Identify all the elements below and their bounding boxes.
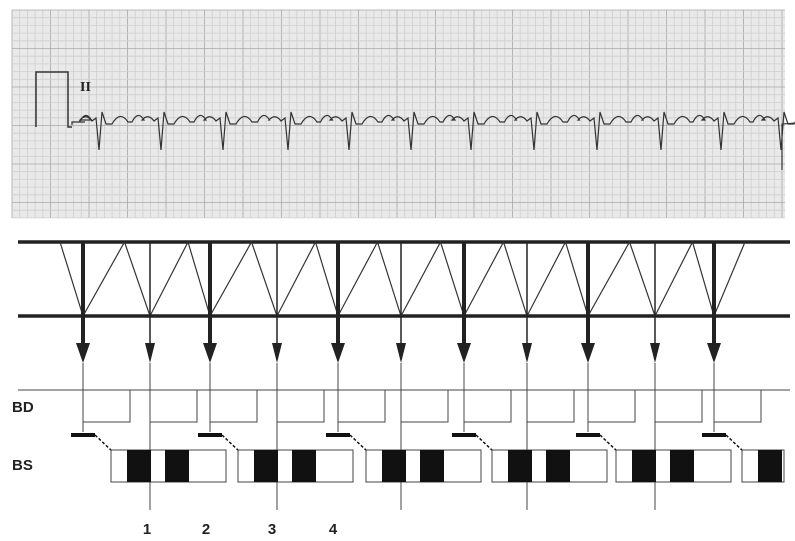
bs-block [382,450,406,482]
beat-label: 2 [202,521,210,538]
arrowhead [581,343,595,363]
bd-bracket [210,390,257,422]
bd-bracket [588,390,635,422]
dashed-link [95,435,113,452]
bd-bracket [714,390,761,422]
dashed-link [350,435,368,452]
ladder [60,242,784,510]
beat-label: 1 [143,521,151,538]
page: II BD BS 1 2 3 4 (() => { const data = J… [0,0,795,541]
bs-label: BS [12,457,33,474]
bs-block [292,450,316,482]
conduction-zigzag [60,242,745,316]
arrowhead [76,343,90,363]
bs-block [127,450,151,482]
bs-block [254,450,278,482]
dashed-link [222,435,240,452]
diagram: II BD BS 1 2 3 4 [0,0,795,541]
bs-block [546,450,570,482]
arrowhead [203,343,217,363]
arrowhead [272,343,282,363]
arrowhead [707,343,721,363]
arrowhead [145,343,155,363]
dashed-link [726,435,744,452]
bs-block [165,450,189,482]
bs-block [758,450,782,482]
arrowhead [457,343,471,363]
bs-block [670,450,694,482]
dashed-link [476,435,494,452]
arrowhead [396,343,406,363]
beat-label: 3 [268,521,276,538]
bd-bracket [464,390,511,422]
bd-bracket [401,390,448,422]
dashed-link [600,435,618,452]
bd-bracket [83,390,130,422]
bd-bracket [527,390,574,422]
beat-label: 4 [329,521,338,538]
arrowhead [331,343,345,363]
bd-bracket [338,390,385,422]
bs-block [420,450,444,482]
arrowhead [650,343,660,363]
arrowhead [522,343,532,363]
bd-bracket [655,390,702,422]
bs-block [508,450,532,482]
bd-bracket [150,390,197,422]
lead-label: II [80,80,91,95]
bd-label: BD [12,399,34,416]
bs-block [632,450,656,482]
bd-bracket [277,390,324,422]
